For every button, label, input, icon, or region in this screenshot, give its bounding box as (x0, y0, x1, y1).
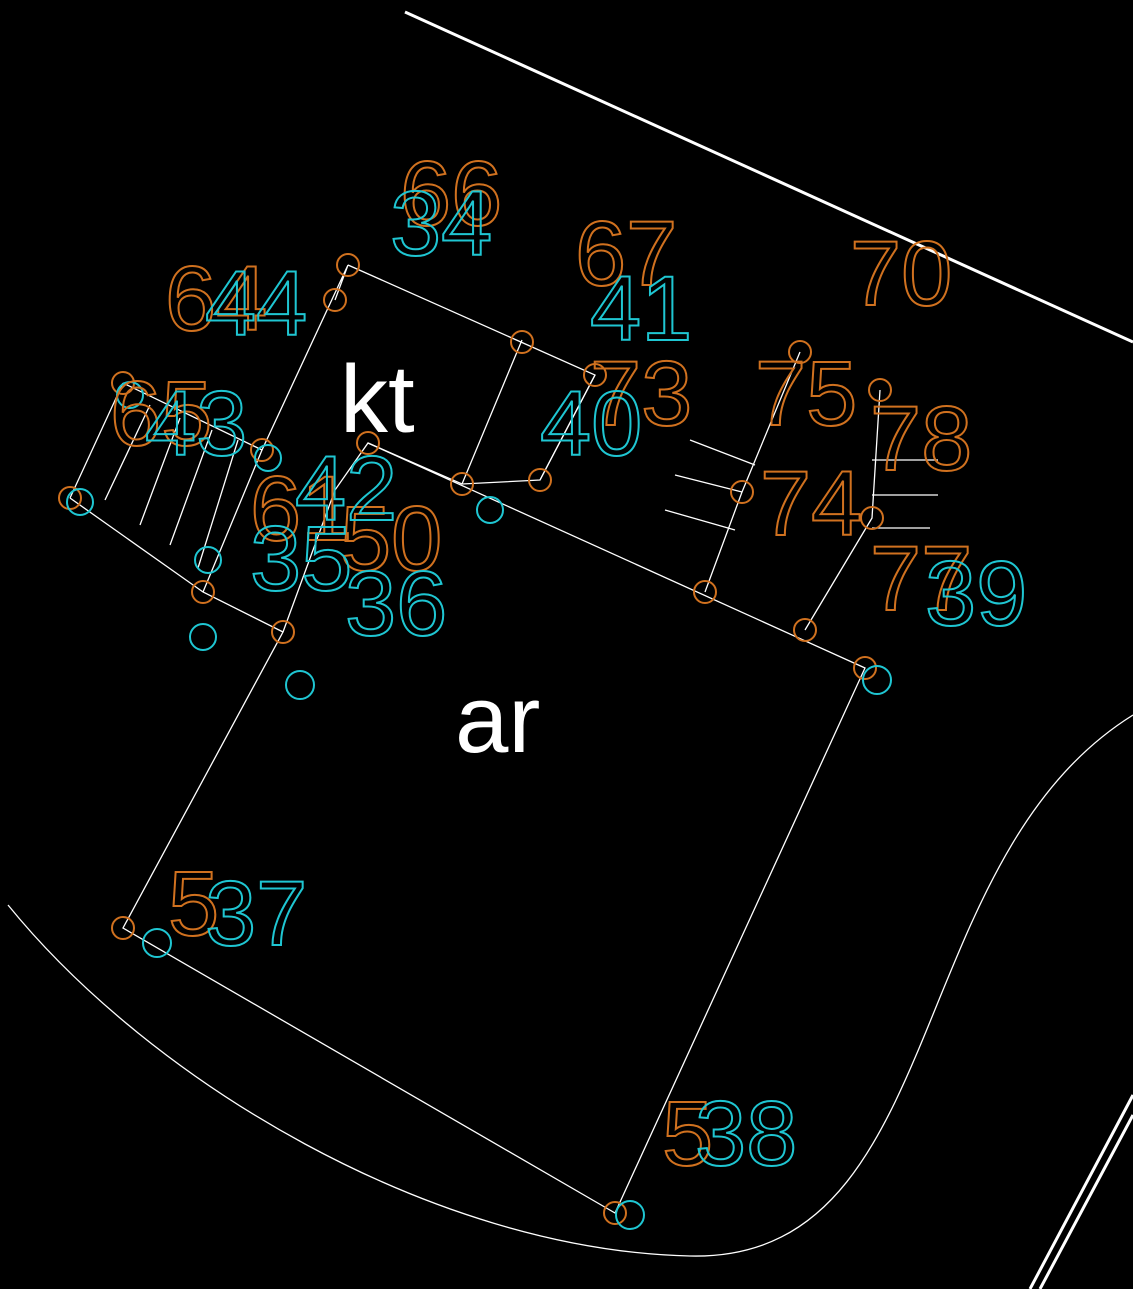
point-label: 61 (250, 458, 352, 560)
point (860, 506, 884, 530)
point-label: 5 (662, 1083, 713, 1185)
point (356, 431, 380, 455)
point (788, 340, 812, 364)
point-label: 77 (870, 528, 972, 630)
point (476, 496, 504, 524)
point-label: 67 (575, 203, 677, 305)
point (191, 580, 215, 604)
point-label: 36 (345, 553, 447, 655)
labels: 66 64 65 67 70 73 75 74 78 77 61 50 5 5 … (109, 142, 1028, 1186)
point (868, 378, 892, 402)
point-label: 37 (205, 863, 307, 965)
strip (69, 382, 284, 633)
point (254, 444, 282, 472)
point-label: 41 (590, 258, 692, 360)
point (285, 670, 315, 700)
point (853, 656, 877, 680)
point (194, 546, 222, 574)
point (271, 620, 295, 644)
point (862, 665, 892, 695)
point-label: 35 (250, 508, 352, 610)
area-label: ar (455, 666, 540, 773)
point-label: 73 (590, 343, 692, 445)
point-label: 66 (400, 143, 502, 245)
point-label: 65 (110, 363, 212, 465)
point (528, 468, 552, 492)
point-label: 74 (760, 453, 862, 555)
point-label: 44 (205, 253, 307, 355)
point (793, 618, 817, 642)
point (450, 472, 474, 496)
point (142, 928, 172, 958)
point-label: 50 (340, 488, 442, 590)
point-label: 43 (145, 373, 247, 475)
point-label: 40 (540, 373, 642, 475)
survey-points (58, 253, 892, 1230)
point (730, 480, 754, 504)
point (693, 580, 717, 604)
point-label: 42 (295, 438, 397, 540)
point-label: 75 (755, 343, 857, 445)
point (66, 488, 94, 516)
point (116, 381, 144, 409)
road-edge-2 (1028, 1094, 1133, 1289)
point-label: 70 (850, 223, 952, 325)
point (189, 623, 217, 651)
point (250, 438, 274, 462)
parcel (122, 442, 866, 1214)
structure-lines (664, 351, 938, 631)
point (615, 1200, 645, 1230)
curve-boundary (7, 714, 1133, 1257)
annex (461, 339, 596, 485)
point-label: 64 (165, 248, 267, 350)
point (510, 330, 534, 354)
point-label: 34 (390, 173, 492, 275)
point-label: 5 (168, 853, 219, 955)
point-label: 78 (870, 388, 972, 490)
point (323, 288, 347, 312)
point-label: 39 (925, 543, 1027, 645)
linework (7, 10, 1133, 1289)
point (111, 916, 135, 940)
area-label: kt (340, 346, 415, 453)
point (603, 1201, 627, 1225)
point-label: 38 (695, 1083, 797, 1185)
point (583, 363, 607, 387)
point (336, 253, 360, 277)
road-edge (404, 10, 1133, 344)
